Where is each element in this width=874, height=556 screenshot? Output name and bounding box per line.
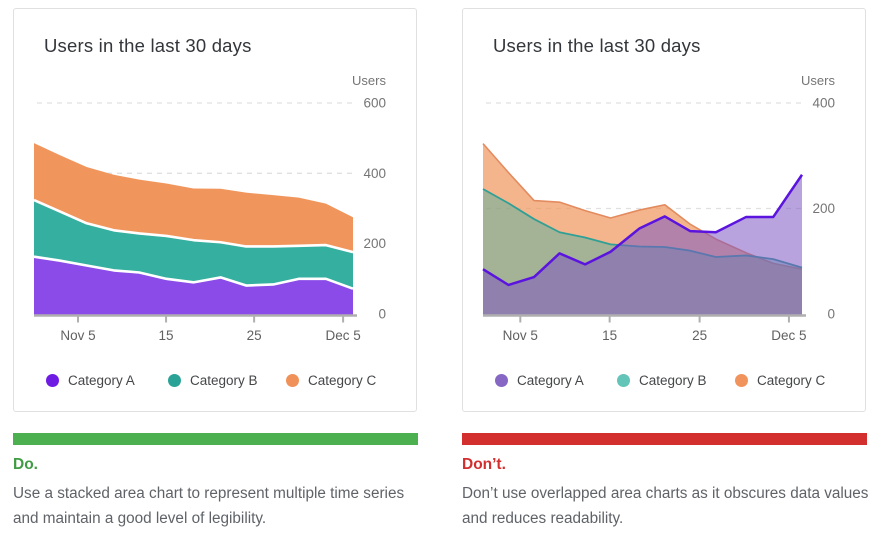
legend-item-category-a: Category A: [46, 372, 135, 388]
do-chart-title: Users in the last 30 days: [44, 35, 252, 56]
stack-separator: [33, 198, 354, 254]
legend-item-category-a: Category A: [495, 372, 584, 388]
dont-bar: [462, 433, 867, 445]
y-axis-label: 400: [363, 166, 386, 181]
y-axis-title: Users: [801, 73, 835, 88]
dont-card: Users in the last 30 days Users 0 200 400 No…: [462, 8, 866, 412]
do-chart-svg: Users 0 200 400 600 Nov 5 15 25 Dec 5: [33, 73, 386, 343]
do-heading: Do.: [13, 456, 38, 473]
do-chart-legend: Category A Category B Category C: [14, 372, 416, 396]
legend-item-category-b: Category B: [617, 372, 707, 388]
legend-item-category-c: Category C: [735, 372, 825, 388]
area-category-a: [483, 174, 802, 315]
legend-item-category-b: Category B: [168, 372, 258, 388]
x-axis-label: 25: [692, 328, 707, 343]
legend-item-category-c: Category C: [286, 372, 376, 388]
y-axis-label: 0: [378, 307, 386, 322]
x-axis-label: Dec 5: [325, 328, 360, 343]
legend-label: Category B: [190, 372, 258, 388]
x-axis-label: Nov 5: [503, 328, 538, 343]
legend-label: Category B: [639, 372, 707, 388]
do-body-text: Use a stacked area chart to represent mu…: [13, 485, 405, 527]
y-axis-label: 400: [812, 96, 835, 111]
y-axis-label: 200: [812, 201, 835, 216]
area-category-c: [34, 143, 353, 253]
legend-dot: [168, 373, 181, 387]
legend-label: Category A: [517, 372, 584, 388]
legend-label: Category A: [68, 372, 135, 388]
x-axis-label: 15: [159, 328, 174, 343]
line-category-a: [482, 174, 804, 287]
do-card: Users in the last 30 days Users 0 200 400 60…: [13, 8, 417, 412]
legend-dot: [735, 373, 748, 387]
dont-body-text: Don’t use overlapped area charts as it o…: [462, 485, 869, 527]
legend-dot: [495, 373, 508, 387]
y-axis-label: 0: [827, 307, 835, 322]
legend-dot: [617, 373, 630, 387]
x-axis-label: Dec 5: [771, 328, 806, 343]
legend-label: Category C: [308, 372, 377, 388]
dont-chart-svg: Users 0 200 400 Nov 5 15 25 Dec 5: [482, 73, 835, 343]
x-axis-label: Nov 5: [60, 328, 95, 343]
legend-dot: [46, 373, 59, 387]
y-axis-label: 600: [363, 96, 386, 111]
stack-separator: [33, 255, 354, 290]
legend-label: Category C: [757, 372, 826, 388]
legend-dot: [286, 373, 299, 387]
dont-chart-title: Users in the last 30 days: [493, 35, 701, 56]
do-bar: [13, 433, 418, 445]
y-axis-title: Users: [352, 73, 386, 88]
x-axis-label: 15: [602, 328, 617, 343]
area-category-b: [34, 200, 353, 289]
dont-chart-legend: Category A Category B Category C: [463, 372, 865, 396]
dont-heading: Don’t.: [462, 456, 506, 473]
x-axis-label: 25: [247, 328, 262, 343]
y-axis-label: 200: [363, 236, 386, 251]
